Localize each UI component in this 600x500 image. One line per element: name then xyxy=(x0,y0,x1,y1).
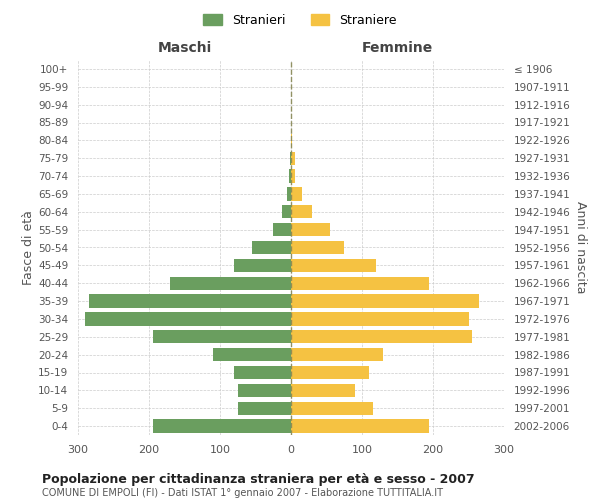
Text: COMUNE DI EMPOLI (FI) - Dati ISTAT 1° gennaio 2007 - Elaborazione TUTTITALIA.IT: COMUNE DI EMPOLI (FI) - Dati ISTAT 1° ge… xyxy=(42,488,443,498)
Bar xyxy=(85,312,291,326)
Bar xyxy=(170,276,291,290)
Bar xyxy=(291,134,292,147)
Bar xyxy=(252,241,291,254)
Text: Popolazione per cittadinanza straniera per età e sesso - 2007: Popolazione per cittadinanza straniera p… xyxy=(42,472,475,486)
Bar xyxy=(291,152,295,165)
Bar xyxy=(89,294,291,308)
Y-axis label: Fasce di età: Fasce di età xyxy=(22,210,35,285)
Y-axis label: Anni di nascita: Anni di nascita xyxy=(574,201,587,294)
Bar xyxy=(287,187,291,200)
Bar xyxy=(291,170,295,183)
Text: Maschi: Maschi xyxy=(157,40,212,54)
Bar xyxy=(234,366,291,379)
Bar xyxy=(291,402,373,415)
Bar xyxy=(291,330,472,344)
Bar xyxy=(213,348,291,362)
Text: Femmine: Femmine xyxy=(362,40,433,54)
Bar xyxy=(273,223,291,236)
Bar xyxy=(291,420,430,433)
Bar xyxy=(290,152,291,165)
Bar xyxy=(291,241,344,254)
Bar xyxy=(152,330,291,344)
Bar xyxy=(291,312,469,326)
Bar xyxy=(291,366,369,379)
Bar xyxy=(291,205,313,218)
Bar xyxy=(234,258,291,272)
Bar xyxy=(152,420,291,433)
Bar xyxy=(291,258,376,272)
Bar xyxy=(291,187,302,200)
Bar xyxy=(291,223,330,236)
Bar xyxy=(291,384,355,397)
Bar xyxy=(283,205,291,218)
Bar xyxy=(238,384,291,397)
Bar xyxy=(291,348,383,362)
Bar xyxy=(238,402,291,415)
Legend: Stranieri, Straniere: Stranieri, Straniere xyxy=(198,8,402,32)
Bar xyxy=(289,170,291,183)
Bar xyxy=(291,276,430,290)
Bar xyxy=(291,294,479,308)
